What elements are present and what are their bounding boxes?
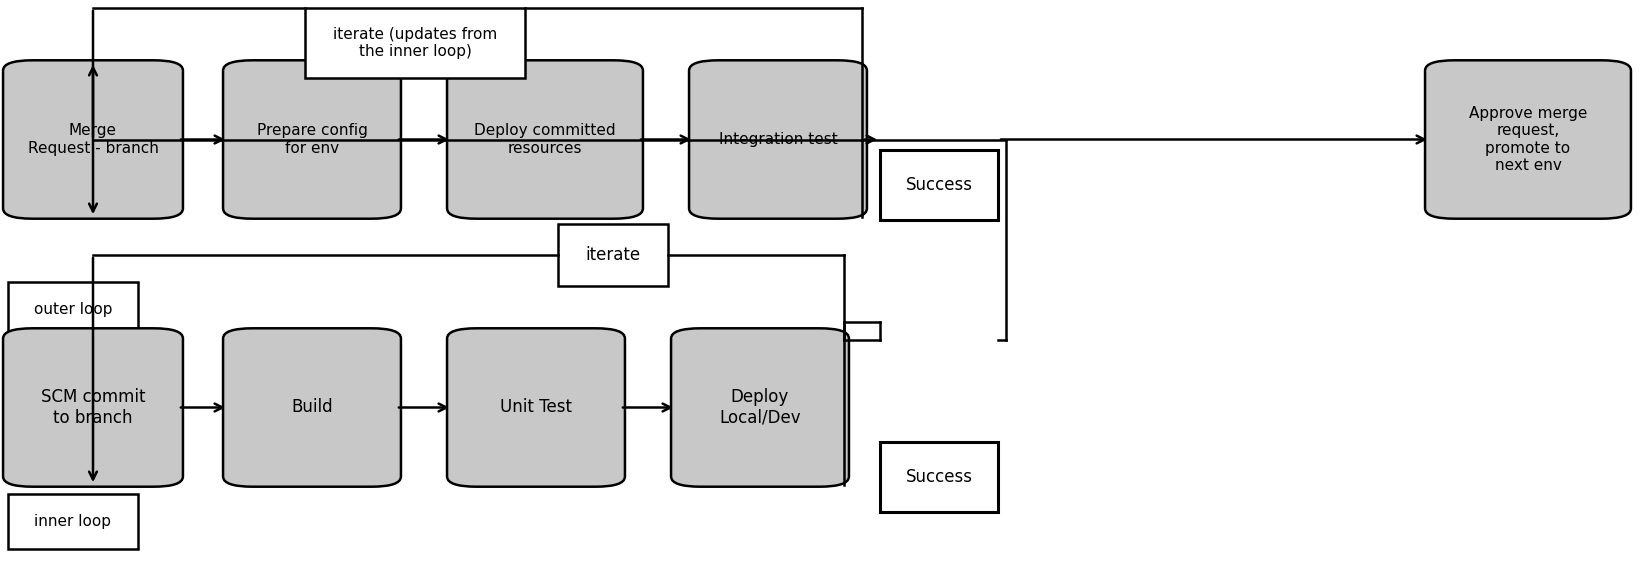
Text: Integration test: Integration test [719, 132, 837, 147]
FancyBboxPatch shape [672, 328, 850, 486]
Text: SCM commit
to branch: SCM commit to branch [41, 388, 145, 427]
FancyBboxPatch shape [447, 60, 644, 218]
Text: Deploy committed
resources: Deploy committed resources [474, 123, 615, 156]
Text: iterate (updates from
the inner loop): iterate (updates from the inner loop) [333, 27, 497, 59]
FancyBboxPatch shape [3, 60, 183, 218]
FancyBboxPatch shape [3, 328, 183, 486]
Text: Success: Success [906, 468, 972, 486]
Text: Merge
Request - branch: Merge Request - branch [28, 123, 158, 156]
Text: outer loop: outer loop [33, 302, 112, 317]
Text: iterate: iterate [586, 246, 640, 264]
FancyBboxPatch shape [558, 224, 668, 286]
Text: Approve merge
request,
promote to
next env: Approve merge request, promote to next e… [1468, 106, 1587, 173]
FancyBboxPatch shape [8, 494, 139, 549]
Text: Prepare config
for env: Prepare config for env [256, 123, 368, 156]
FancyBboxPatch shape [879, 442, 998, 512]
FancyBboxPatch shape [223, 328, 401, 486]
Text: inner loop: inner loop [35, 514, 112, 529]
FancyBboxPatch shape [305, 8, 525, 78]
FancyBboxPatch shape [690, 60, 866, 218]
FancyBboxPatch shape [447, 328, 625, 486]
Text: Unit Test: Unit Test [500, 398, 573, 417]
FancyBboxPatch shape [8, 282, 139, 337]
FancyBboxPatch shape [1426, 60, 1630, 218]
Text: Build: Build [290, 398, 333, 417]
Text: Success: Success [906, 176, 972, 194]
FancyBboxPatch shape [223, 60, 401, 218]
FancyBboxPatch shape [879, 150, 998, 220]
Text: Deploy
Local/Dev: Deploy Local/Dev [719, 388, 800, 427]
